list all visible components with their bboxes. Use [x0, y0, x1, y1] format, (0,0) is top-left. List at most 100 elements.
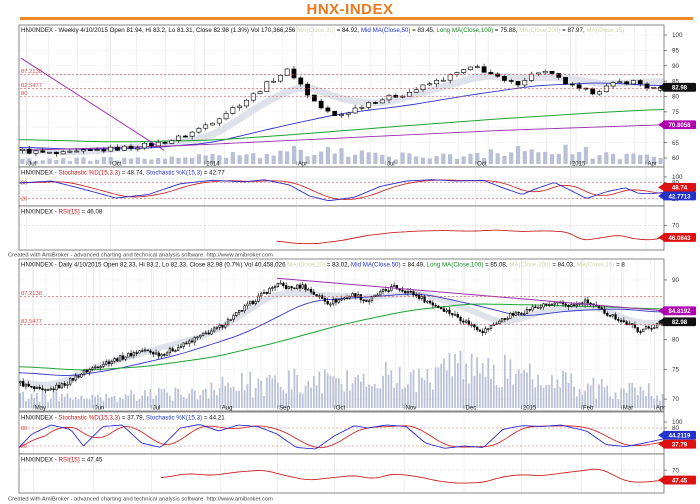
candle-body [276, 282, 279, 287]
candle-body [529, 73, 535, 81]
indicator-lines [18, 424, 665, 450]
volume-bar [595, 398, 598, 408]
candle-body [264, 81, 270, 92]
candle-body [362, 299, 365, 302]
candle-body [461, 69, 467, 73]
volume-bar [102, 400, 105, 408]
candle-body [339, 114, 344, 116]
volume-bar [542, 387, 545, 408]
candle-body [182, 342, 185, 347]
candle-body [257, 295, 260, 302]
volume-bar [156, 158, 161, 164]
volume-bar [624, 153, 629, 164]
volume-bar [66, 393, 69, 408]
candle-body [420, 84, 426, 91]
candle-body [509, 313, 512, 319]
indicator-lines [18, 179, 665, 202]
candle-body [174, 350, 177, 352]
volume-bar [407, 384, 409, 408]
candle-body [19, 381, 22, 384]
volume-bar [631, 153, 636, 164]
volume-bar [522, 151, 527, 164]
tag-text: 70.8058 [668, 122, 691, 129]
candle-body [107, 361, 111, 365]
volume-bar [52, 391, 55, 408]
candle-body [189, 131, 195, 137]
tag-arrow [658, 192, 663, 200]
volume-bar [105, 393, 108, 408]
volume-bar [393, 387, 395, 408]
candle-body [305, 83, 310, 96]
volume-bar [545, 384, 548, 408]
candle-body [447, 74, 453, 81]
axis-tick-label: 80 [672, 337, 680, 344]
volume-bar [188, 393, 191, 408]
candle-body [318, 100, 324, 109]
candle-body [291, 68, 297, 79]
volume-bar [67, 161, 73, 164]
candle-body [468, 66, 473, 70]
tag-box [663, 439, 696, 449]
volume-bar [243, 390, 246, 408]
volume-bar [163, 388, 166, 408]
volume-bar [470, 353, 473, 408]
candle-body [69, 377, 72, 385]
volume-bar [183, 157, 188, 164]
candle-body [508, 80, 514, 82]
candle-body [52, 388, 55, 391]
candle-body [179, 346, 183, 349]
volume-bar [434, 367, 437, 408]
volume-bar [373, 152, 378, 164]
volume-bar [152, 399, 155, 408]
candle-body [398, 288, 401, 291]
tag-arrow [658, 84, 663, 91]
volume-bar [376, 388, 379, 408]
volume-bar [520, 373, 523, 408]
volume-bar [30, 393, 33, 408]
axis-tick-label: 100 [672, 32, 683, 39]
volume-bar [420, 377, 423, 408]
volume-bar [590, 158, 595, 164]
candle-body [384, 289, 387, 291]
candle-body [182, 135, 188, 138]
volume-bar [141, 395, 144, 408]
candle-body [128, 145, 134, 149]
candle-body [33, 150, 39, 154]
candle-body [481, 330, 484, 334]
candle-body [553, 302, 556, 305]
candle-body [535, 72, 541, 75]
volume-bar [562, 370, 564, 408]
candle-body [185, 342, 188, 345]
candle-body [376, 294, 379, 297]
panel-daily-price: 87.2138 82.5477 90 80 75 70 84.8192 82.98 HNXIND… [18, 258, 696, 412]
candle-body [320, 295, 324, 299]
candle-body [309, 288, 313, 293]
tag-text: 48.74 [672, 185, 688, 192]
candle-body [74, 375, 77, 381]
candle-body [387, 290, 390, 292]
x-axis-label: Apr [647, 162, 656, 168]
candle-body [298, 77, 304, 85]
candle-body [203, 124, 209, 129]
volume-bar [606, 385, 609, 408]
candle-body [87, 149, 93, 151]
candle-body [428, 300, 432, 304]
candle-body [404, 290, 407, 294]
volume-bar [653, 398, 656, 408]
volume-bar [549, 154, 555, 164]
volume-bar [462, 379, 465, 408]
candle-body [284, 68, 290, 76]
candle-body [135, 352, 138, 355]
candle-body [204, 332, 208, 335]
volume-bar [362, 373, 365, 408]
volume-bar [176, 158, 181, 164]
candle-body [157, 352, 160, 357]
volume-bar [202, 389, 204, 408]
candle-body [221, 324, 224, 328]
candle-body [105, 361, 108, 365]
volume-bar [371, 386, 373, 408]
volume-bar [325, 147, 331, 164]
axis-value-tag: 70.8058 [658, 120, 696, 130]
candle-body [41, 388, 44, 391]
candle-body [33, 386, 36, 389]
